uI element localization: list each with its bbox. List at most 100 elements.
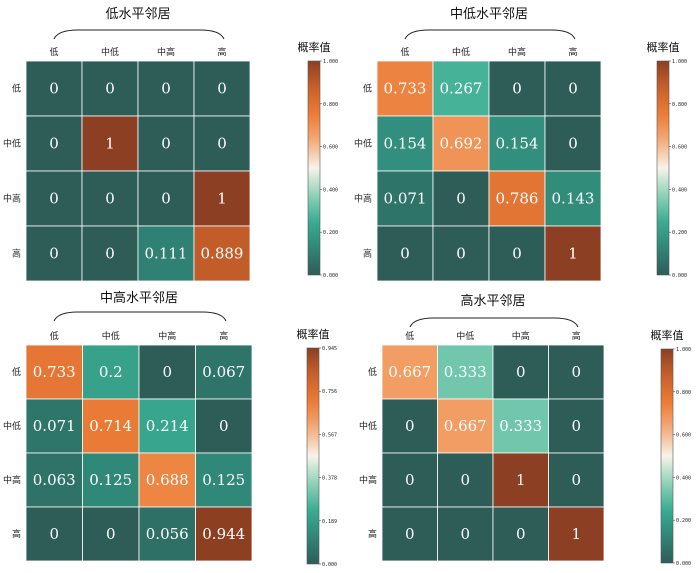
colorbar-tick-label: 0.567 [322,432,337,438]
panel-title: 中低水平邻居 [450,7,528,22]
cell-value-label: 0 [405,417,415,435]
heatmap-cell [548,398,605,454]
heatmap-cell [25,60,83,117]
row-tick-label: 中高 [3,193,21,205]
cell-value-label: 0.071 [33,417,76,435]
column-tick-label: 中高 [157,46,175,58]
heatmap-cell [193,170,251,227]
heatmap-cell [193,225,251,282]
cell-value-label: 0.889 [201,245,244,263]
cell-value-label: 0 [161,190,171,208]
cell-value-label: 0 [162,363,172,381]
heatmap-cell [376,60,434,117]
heatmap-cell [548,452,605,508]
cell-value-label: 0.333 [499,417,542,435]
colorbar-tick-label: 0.378 [322,476,337,482]
heatmap-cell [548,506,605,562]
title-bracket [53,311,227,322]
cell-value-label: 0.333 [444,363,487,381]
column-tick-label: 中低 [101,46,119,58]
heatmap-cell [437,506,494,562]
panel-title: 中高水平邻居 [100,290,178,306]
cell-value-label: 0 [456,190,466,208]
cell-value-label: 0.067 [202,363,245,381]
cell-value-label: 0 [571,471,581,489]
cell-value-label: 0 [217,80,227,98]
row-tick-label: 中低 [354,138,372,150]
heatmap-cell [82,452,140,508]
colorbar-tick-label: 0.000 [676,561,691,567]
heatmap-cell [137,60,195,117]
cell-value-label: 0.944 [202,525,245,543]
cell-value-label: 1 [568,245,578,263]
cell-value-label: 1 [571,525,581,543]
heatmap-cell [25,225,83,282]
cell-value-label: 0.667 [388,363,431,381]
cell-value-label: 0 [106,525,116,543]
row-tick-label: 中低 [3,138,21,150]
cell-value-label: 0 [516,525,526,543]
colorbar-tick-label: 0.400 [323,187,338,193]
cell-value-label: 1 [217,190,227,208]
heatmap-cell [376,225,434,282]
cell-value-label: 0 [105,190,115,208]
heatmap-cell [81,225,139,282]
heatmap-cell [376,115,434,172]
title-bracket [409,317,579,328]
panel-title: 低水平邻居 [105,7,170,22]
cell-value-label: 0 [161,135,171,153]
colorbar-tick-label: 0.400 [672,187,687,193]
colorbar-title: 概率值 [647,40,680,54]
cell-value-label: 0 [512,80,522,98]
column-tick-label: 高 [217,46,226,58]
title-bracket [404,29,576,40]
column-tick-label: 中低 [452,46,470,58]
colorbar-tick-label: 0.800 [676,390,691,396]
heatmap-cell [195,344,253,400]
cell-value-label: 0 [49,135,59,153]
cell-value-label: 0.143 [552,190,595,208]
colorbar [306,347,320,565]
heatmap-cell [488,225,546,282]
colorbar-tick-label: 0.756 [322,389,337,395]
heatmap-cell [25,344,83,400]
cell-value-label: 0.154 [496,135,539,153]
heatmap-cell [437,344,494,400]
column-tick-label: 高 [219,330,228,342]
row-tick-label: 低 [363,83,372,95]
colorbar-tick-label: 1.000 [323,59,338,65]
column-tick-label: 中低 [456,330,474,342]
heatmap-cell [381,452,438,508]
cell-value-label: 0.733 [33,363,76,381]
heatmap-cell [544,115,602,172]
cell-value-label: 0 [460,471,470,489]
colorbar [660,348,674,564]
colorbar-tick-label: 0.200 [676,518,691,524]
cell-value-label: 0.786 [496,190,539,208]
row-tick-label: 中低 [3,420,21,432]
cell-value-label: 0 [405,471,415,489]
cell-value-label: 0.267 [440,80,483,98]
heatmap-cell [488,115,546,172]
colorbar-tick-label: 1.000 [676,347,691,353]
heatmap-cell [81,115,139,172]
colorbar-tick-label: 0.800 [323,102,338,108]
colorbar-tick-label: 0.400 [676,475,691,481]
colorbar-title: 概率值 [298,40,331,54]
colorbar-tick-label: 0.200 [672,230,687,236]
colorbar-tick-label: 0.945 [322,346,337,352]
cell-value-label: 0.714 [89,417,132,435]
cell-value-label: 1 [105,135,115,153]
colorbar-tick-label: 0.600 [323,145,338,151]
colorbar-tick-label: 0.189 [322,519,337,525]
colorbar-tick-label: 0.600 [672,145,687,151]
row-tick-label: 低 [12,366,21,378]
cell-value-label: 0 [219,417,229,435]
cell-value-label: 0 [161,80,171,98]
colorbar-tick-label: 0.200 [323,230,338,236]
cell-value-label: 1 [516,471,526,489]
